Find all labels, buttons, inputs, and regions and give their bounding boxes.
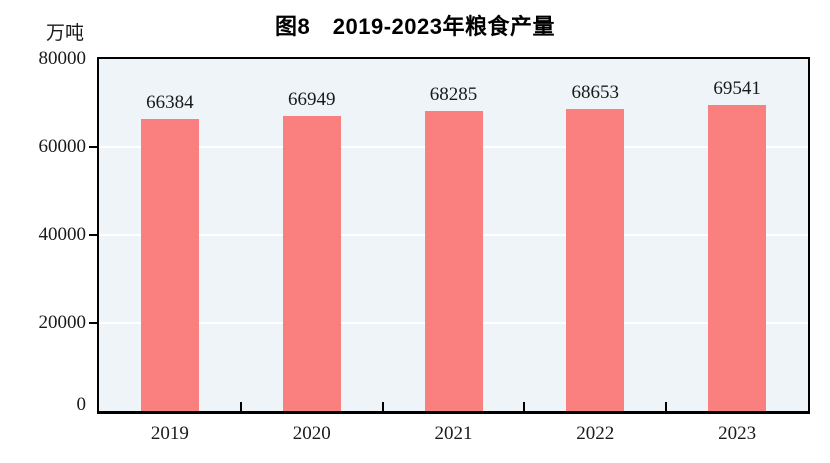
bar-2019 — [140, 118, 199, 411]
bar-2023 — [708, 105, 767, 411]
y-tick-mark — [89, 234, 97, 236]
bar-value-label-2020: 66949 — [287, 89, 336, 111]
y-axis-tick-label-20000: 20000 — [38, 312, 87, 333]
x-axis-label-2023: 2023 — [718, 423, 757, 444]
x-axis-label-2021: 2021 — [434, 423, 473, 444]
bar-value-label-2019: 66384 — [146, 91, 194, 113]
bar-value-label-2022: 68653 — [571, 81, 620, 103]
x-tick-mark — [523, 402, 526, 411]
x-tick-mark — [381, 402, 384, 411]
plot-area — [97, 57, 810, 414]
y-axis-tick-label-0: 0 — [76, 394, 87, 415]
bar-2022 — [566, 108, 625, 411]
x-tick-mark — [239, 402, 242, 411]
y-tick-mark — [89, 322, 97, 324]
y-axis-tick-label-40000: 40000 — [38, 224, 87, 245]
x-axis-label-2022: 2022 — [576, 423, 615, 444]
chart-title: 图8 2019-2023年粮食产量 — [275, 14, 555, 39]
bar-value-label-2021: 68285 — [429, 83, 478, 105]
bar-2021 — [424, 110, 483, 411]
x-axis-label-2019: 2019 — [150, 423, 189, 444]
plot-inner — [99, 59, 808, 411]
y-axis-tick-label-80000: 80000 — [38, 48, 87, 69]
x-tick-mark — [665, 402, 668, 411]
y-axis-tick-label-60000: 60000 — [38, 136, 87, 157]
y-tick-mark — [89, 146, 97, 148]
y-axis-unit-label: 万吨 — [45, 23, 84, 44]
x-axis-label-2020: 2020 — [292, 423, 331, 444]
bar-2020 — [282, 116, 341, 411]
bar-value-label-2023: 69541 — [713, 78, 761, 100]
